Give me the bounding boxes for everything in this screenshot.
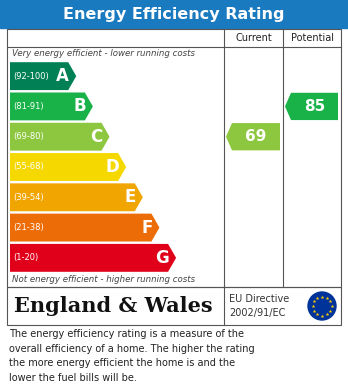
Text: The energy efficiency rating is a measure of the
overall efficiency of a home. T: The energy efficiency rating is a measur… [9, 329, 255, 383]
Polygon shape [10, 244, 176, 272]
Text: 85: 85 [304, 99, 325, 114]
Polygon shape [285, 93, 338, 120]
Text: (39-54): (39-54) [13, 193, 44, 202]
Text: Not energy efficient - higher running costs: Not energy efficient - higher running co… [12, 276, 195, 285]
Polygon shape [10, 62, 76, 90]
Text: Very energy efficient - lower running costs: Very energy efficient - lower running co… [12, 50, 195, 59]
Polygon shape [10, 153, 126, 181]
Circle shape [308, 292, 336, 320]
Polygon shape [10, 213, 159, 242]
Text: (92-100): (92-100) [13, 72, 49, 81]
Bar [7, 29, 341, 287]
Text: B: B [73, 97, 86, 115]
Text: (69-80): (69-80) [13, 132, 44, 141]
Text: F: F [141, 219, 152, 237]
Text: Current: Current [235, 33, 272, 43]
Polygon shape [226, 123, 280, 151]
Text: A: A [56, 67, 69, 85]
Polygon shape [10, 183, 143, 211]
Text: (21-38): (21-38) [13, 223, 44, 232]
Text: (81-91): (81-91) [13, 102, 44, 111]
Text: G: G [155, 249, 169, 267]
Text: England & Wales: England & Wales [14, 296, 213, 316]
Polygon shape [10, 93, 93, 120]
Text: (1-20): (1-20) [13, 253, 38, 262]
Bar [7, 287, 341, 325]
Text: D: D [105, 158, 119, 176]
Text: EU Directive
2002/91/EC: EU Directive 2002/91/EC [229, 294, 289, 317]
Text: Potential: Potential [291, 33, 333, 43]
Polygon shape [10, 123, 110, 151]
Bar [0, 0, 348, 28]
Text: (55-68): (55-68) [13, 163, 44, 172]
Text: Energy Efficiency Rating: Energy Efficiency Rating [63, 7, 285, 22]
Text: 69: 69 [245, 129, 267, 144]
Text: E: E [125, 188, 136, 206]
Text: C: C [90, 128, 103, 146]
